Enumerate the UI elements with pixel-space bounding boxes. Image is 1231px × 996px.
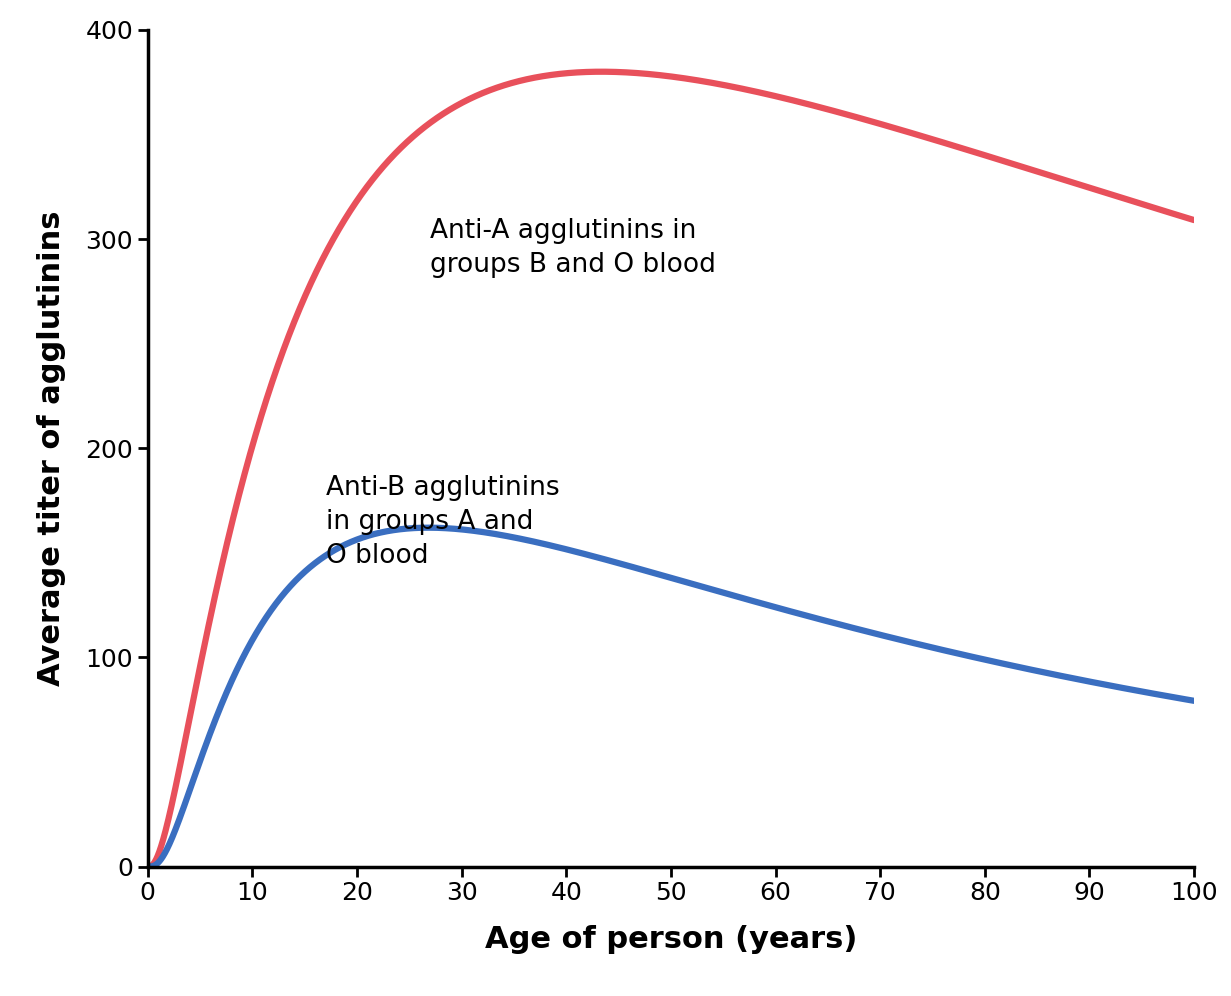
Y-axis label: Average titer of agglutinins: Average titer of agglutinins	[37, 210, 66, 686]
X-axis label: Age of person (years): Age of person (years)	[485, 924, 857, 953]
Text: Anti-A agglutinins in
groups B and O blood: Anti-A agglutinins in groups B and O blo…	[431, 218, 716, 278]
Text: Anti-B agglutinins
in groups A and
O blood: Anti-B agglutinins in groups A and O blo…	[325, 475, 559, 570]
